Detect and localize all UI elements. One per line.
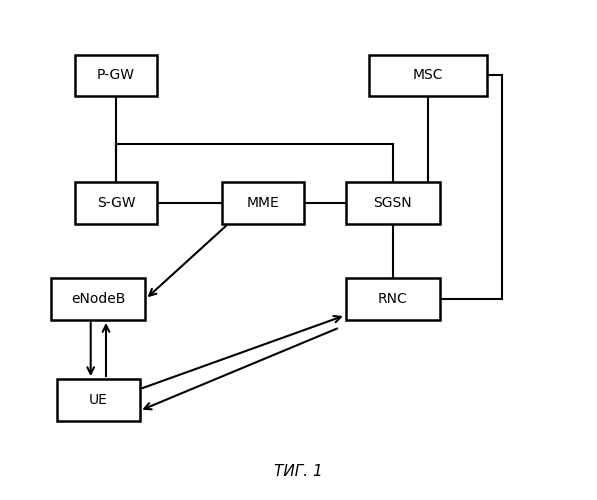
Text: RNC: RNC: [378, 292, 408, 306]
Text: UE: UE: [89, 393, 108, 407]
Text: MME: MME: [247, 196, 279, 210]
Text: eNodeB: eNodeB: [71, 292, 125, 306]
Text: SGSN: SGSN: [373, 196, 412, 210]
FancyBboxPatch shape: [346, 278, 440, 320]
FancyBboxPatch shape: [369, 54, 487, 96]
Text: MSC: MSC: [413, 68, 443, 82]
Text: ΤИГ. 1: ΤИГ. 1: [274, 464, 323, 479]
FancyBboxPatch shape: [51, 278, 146, 320]
FancyBboxPatch shape: [75, 54, 157, 96]
Text: P-GW: P-GW: [97, 68, 135, 82]
FancyBboxPatch shape: [346, 182, 440, 224]
FancyBboxPatch shape: [75, 182, 157, 224]
Text: S-GW: S-GW: [97, 196, 136, 210]
FancyBboxPatch shape: [222, 182, 304, 224]
FancyBboxPatch shape: [57, 379, 140, 421]
